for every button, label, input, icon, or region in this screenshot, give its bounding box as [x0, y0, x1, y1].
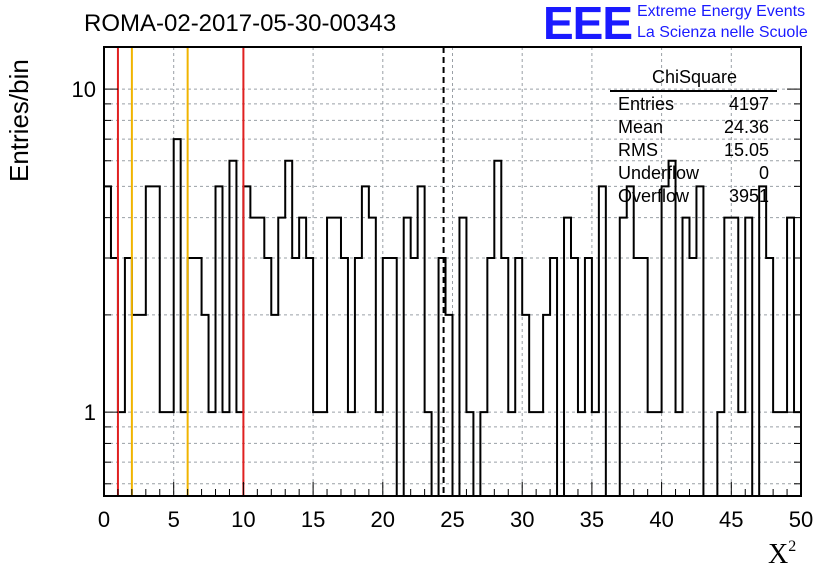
- y-axis-label: Entries/bin: [4, 59, 35, 182]
- stats-value-mean: 24.36: [724, 117, 769, 137]
- x-tick-label: 5: [168, 507, 180, 532]
- eee-logo: EEE: [543, 0, 633, 49]
- stats-label-overflow: Overflow: [618, 186, 690, 206]
- x-tick-label: 20: [371, 507, 395, 532]
- stats-value-underflow: 0: [759, 163, 769, 183]
- x-tick-label: 0: [98, 507, 110, 532]
- stats-label-underflow: Underflow: [618, 163, 700, 183]
- stats-label-entries: Entries: [618, 94, 674, 114]
- x-tick-label: 30: [510, 507, 534, 532]
- x-tick-label: 10: [231, 507, 255, 532]
- x-tick-label: 35: [580, 507, 604, 532]
- x-axis-label: X2: [768, 538, 796, 571]
- run-title: ROMA-02-2017-05-30-00343: [84, 10, 397, 37]
- y-tick-label: 1: [84, 400, 96, 425]
- x-axis-label-sup: 2: [788, 538, 797, 555]
- stats-value-rms: 15.05: [724, 140, 769, 160]
- x-tick-label: 25: [440, 507, 464, 532]
- stats-value-entries: 4197: [729, 94, 769, 114]
- stats-label-mean: Mean: [618, 117, 663, 137]
- logo-line-1: Extreme Energy Events: [637, 3, 806, 20]
- stats-label-rms: RMS: [618, 140, 658, 160]
- y-axis-label-text: Entries/bin: [4, 59, 34, 182]
- stats-box-title: ChiSquare: [652, 67, 737, 87]
- y-tick-label: 10: [72, 77, 96, 102]
- x-axis-label-main: X: [768, 539, 789, 570]
- stats-value-overflow: 3951: [729, 186, 769, 206]
- x-tick-label: 15: [301, 507, 325, 532]
- x-tick-label: 40: [649, 507, 673, 532]
- x-tick-label: 50: [789, 507, 813, 532]
- x-tick-label: 45: [719, 507, 743, 532]
- logo-line-2: La Scienza nelle Scuole: [637, 24, 808, 41]
